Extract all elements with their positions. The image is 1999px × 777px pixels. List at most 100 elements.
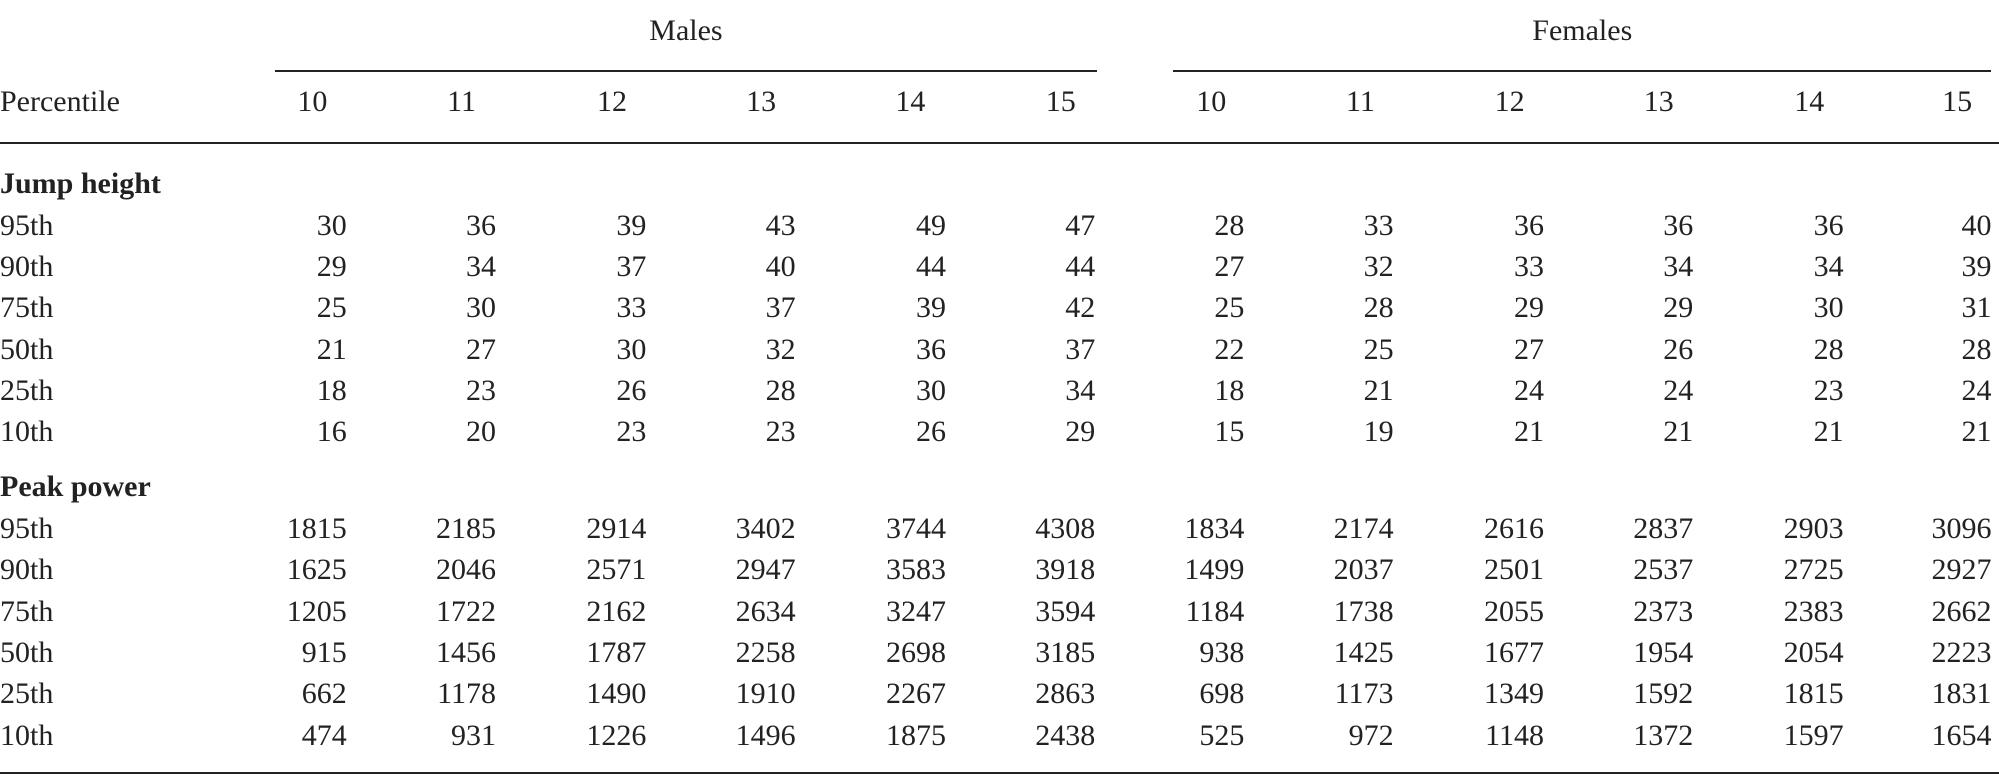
cell: 40 xyxy=(1961,208,1992,242)
column-header: 14 xyxy=(895,85,926,118)
row-label: 90th xyxy=(0,249,54,283)
cell: 21 xyxy=(1813,415,1844,449)
cell: 2185 xyxy=(435,512,496,546)
cell: 33 xyxy=(616,291,647,325)
row-label: 10th xyxy=(0,415,54,449)
cell: 15 xyxy=(1214,415,1245,449)
cell: 1954 xyxy=(1633,636,1694,670)
cell: 25 xyxy=(1214,291,1245,325)
cell: 32 xyxy=(1363,249,1394,283)
column-header: 10 xyxy=(1196,85,1227,118)
cell: 1910 xyxy=(735,677,796,711)
cell: 36 xyxy=(465,208,496,242)
cell: 21 xyxy=(1363,373,1394,407)
cell: 2662 xyxy=(1931,594,1992,628)
row-label: 95th xyxy=(0,512,54,546)
row-label: 25th xyxy=(0,677,54,711)
cell: 29 xyxy=(1663,291,1694,325)
cell: 29 xyxy=(1065,415,1096,449)
cell: 3918 xyxy=(1035,553,1096,587)
cell: 915 xyxy=(301,636,347,670)
cell: 3744 xyxy=(886,512,947,546)
cell: 33 xyxy=(1363,208,1394,242)
cell: 931 xyxy=(450,718,496,752)
cell: 28 xyxy=(1214,208,1245,242)
cell: 1815 xyxy=(1783,677,1844,711)
cell: 2571 xyxy=(586,553,647,587)
cell: 20 xyxy=(465,415,496,449)
cell: 37 xyxy=(1065,332,1096,366)
cell: 18 xyxy=(316,373,347,407)
cell: 3594 xyxy=(1035,594,1096,628)
cell: 1178 xyxy=(437,677,496,711)
cell: 31 xyxy=(1961,291,1992,325)
cell: 1787 xyxy=(586,636,647,670)
cell: 34 xyxy=(1813,249,1844,283)
cell: 34 xyxy=(1065,373,1096,407)
cell: 18 xyxy=(1214,373,1245,407)
column-header: 13 xyxy=(746,85,777,118)
cell: 2438 xyxy=(1035,718,1096,752)
cell: 47 xyxy=(1065,208,1096,242)
cell: 40 xyxy=(765,249,796,283)
cell: 2903 xyxy=(1783,512,1844,546)
cell: 3185 xyxy=(1035,636,1096,670)
cell: 36 xyxy=(916,332,947,366)
row-label: 90th xyxy=(0,553,54,587)
cell: 1173 xyxy=(1334,677,1394,711)
cell: 25 xyxy=(316,291,347,325)
cell: 2927 xyxy=(1931,553,1992,587)
cell: 2267 xyxy=(886,677,947,711)
cell: 1148 xyxy=(1485,718,1545,752)
cell: 37 xyxy=(765,291,796,325)
cell: 23 xyxy=(465,373,496,407)
cell: 1456 xyxy=(435,636,496,670)
cell: 2947 xyxy=(735,553,796,587)
cell: 2373 xyxy=(1633,594,1694,628)
cell: 2725 xyxy=(1783,553,1844,587)
cell: 938 xyxy=(1199,636,1245,670)
cell: 3583 xyxy=(886,553,947,587)
cell: 2054 xyxy=(1783,636,1844,670)
cell: 1226 xyxy=(586,718,647,752)
section-title: Jump height xyxy=(0,166,161,200)
cell: 2634 xyxy=(735,594,796,628)
cell: 2162 xyxy=(586,594,647,628)
cell: 19 xyxy=(1363,415,1394,449)
cell: 1831 xyxy=(1931,677,1992,711)
cell: 24 xyxy=(1514,373,1545,407)
column-header: 15 xyxy=(1045,85,1076,118)
cell: 474 xyxy=(301,718,347,752)
cell: 22 xyxy=(1214,332,1245,366)
row-label: 95th xyxy=(0,208,54,242)
section-title: Peak power xyxy=(0,470,151,504)
cell: 1597 xyxy=(1783,718,1844,752)
cell: 39 xyxy=(916,291,947,325)
cell: 44 xyxy=(916,249,947,283)
cell: 26 xyxy=(616,373,647,407)
cell: 25 xyxy=(1363,332,1394,366)
row-label: 10th xyxy=(0,718,54,752)
row-label: 50th xyxy=(0,332,54,366)
cell: 30 xyxy=(465,291,496,325)
cell: 1499 xyxy=(1184,553,1245,587)
cell: 1184 xyxy=(1185,594,1245,628)
column-header: 12 xyxy=(597,85,627,118)
cell: 34 xyxy=(465,249,496,283)
cell: 1625 xyxy=(286,553,347,587)
cell: 30 xyxy=(916,373,947,407)
cell: 28 xyxy=(765,373,796,407)
cell: 28 xyxy=(1363,291,1394,325)
cell: 2501 xyxy=(1484,553,1545,587)
cell: 26 xyxy=(916,415,947,449)
cell: 2046 xyxy=(435,553,496,587)
cell: 1592 xyxy=(1633,677,1694,711)
cell: 1490 xyxy=(586,677,647,711)
cell: 2055 xyxy=(1484,594,1545,628)
cell: 39 xyxy=(616,208,647,242)
cell: 2837 xyxy=(1633,512,1694,546)
cell: 37 xyxy=(616,249,647,283)
cell: 972 xyxy=(1348,718,1394,752)
cell: 21 xyxy=(1961,415,1992,449)
cell: 1349 xyxy=(1484,677,1545,711)
